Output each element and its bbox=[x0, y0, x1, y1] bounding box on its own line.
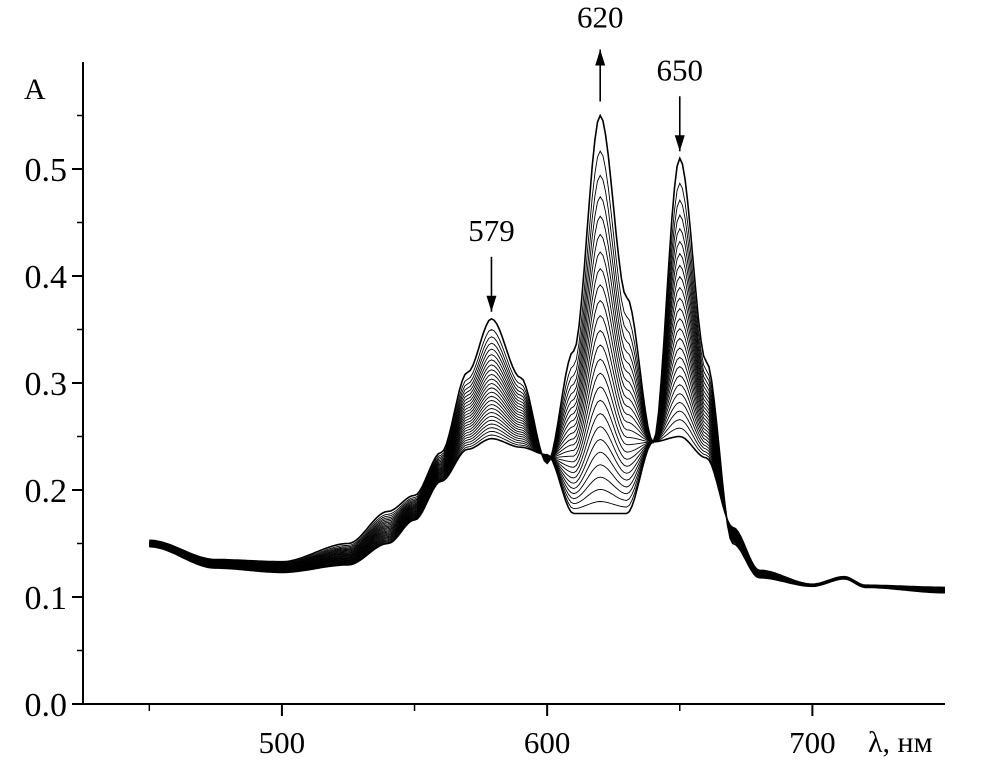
y-tick-label: 0.1 bbox=[25, 580, 68, 617]
spectrum-line bbox=[149, 195, 945, 593]
peak-label: 579 bbox=[468, 213, 515, 248]
spectrum-line bbox=[149, 366, 945, 590]
spectrum-line bbox=[149, 384, 945, 589]
annotations-layer: 579 620 650 bbox=[468, 0, 703, 312]
peak-arrow-head bbox=[674, 135, 685, 152]
spectrum-line bbox=[149, 233, 945, 592]
spectrum-line bbox=[149, 264, 946, 592]
axes-layer: 0.0 0.1 0.2 0.3 0.4 0.5 500 600 700 bbox=[25, 62, 945, 760]
spectrum-line bbox=[149, 286, 945, 591]
peak-label: 620 bbox=[577, 0, 624, 35]
spectrum-line bbox=[149, 401, 945, 589]
x-tick-label: 500 bbox=[259, 725, 306, 760]
peak-arrow-head bbox=[486, 295, 497, 312]
spectrum-line bbox=[149, 113, 945, 594]
y-tick-label: 0.5 bbox=[25, 152, 68, 189]
spectrum-line bbox=[149, 375, 945, 589]
spectrum-line bbox=[149, 174, 945, 593]
x-tick-label: 700 bbox=[789, 725, 836, 760]
spectrum-line bbox=[149, 275, 945, 591]
spectrum-line bbox=[149, 356, 945, 590]
peak-label: 650 bbox=[657, 52, 704, 87]
x-axis-title: λ, нм bbox=[868, 726, 933, 759]
y-tick-label: 0.2 bbox=[25, 473, 68, 510]
x-tick-label: 600 bbox=[524, 725, 571, 760]
spectrum-line bbox=[149, 307, 945, 591]
spectrum-line bbox=[149, 435, 945, 589]
y-tick-label: 0.3 bbox=[25, 366, 68, 403]
y-tick-label: 0.0 bbox=[25, 687, 68, 724]
spectrum-line bbox=[149, 251, 945, 592]
peak-arrow-head bbox=[595, 49, 606, 66]
spectrum-line bbox=[149, 150, 945, 593]
spectrum-line bbox=[149, 297, 945, 591]
y-axis-title: A bbox=[24, 73, 46, 106]
y-tick-label: 0.4 bbox=[25, 259, 68, 296]
series-layer bbox=[149, 113, 946, 594]
spectrum-line bbox=[149, 215, 945, 592]
spectrum-line bbox=[149, 347, 945, 590]
spectrum-line bbox=[149, 393, 945, 589]
